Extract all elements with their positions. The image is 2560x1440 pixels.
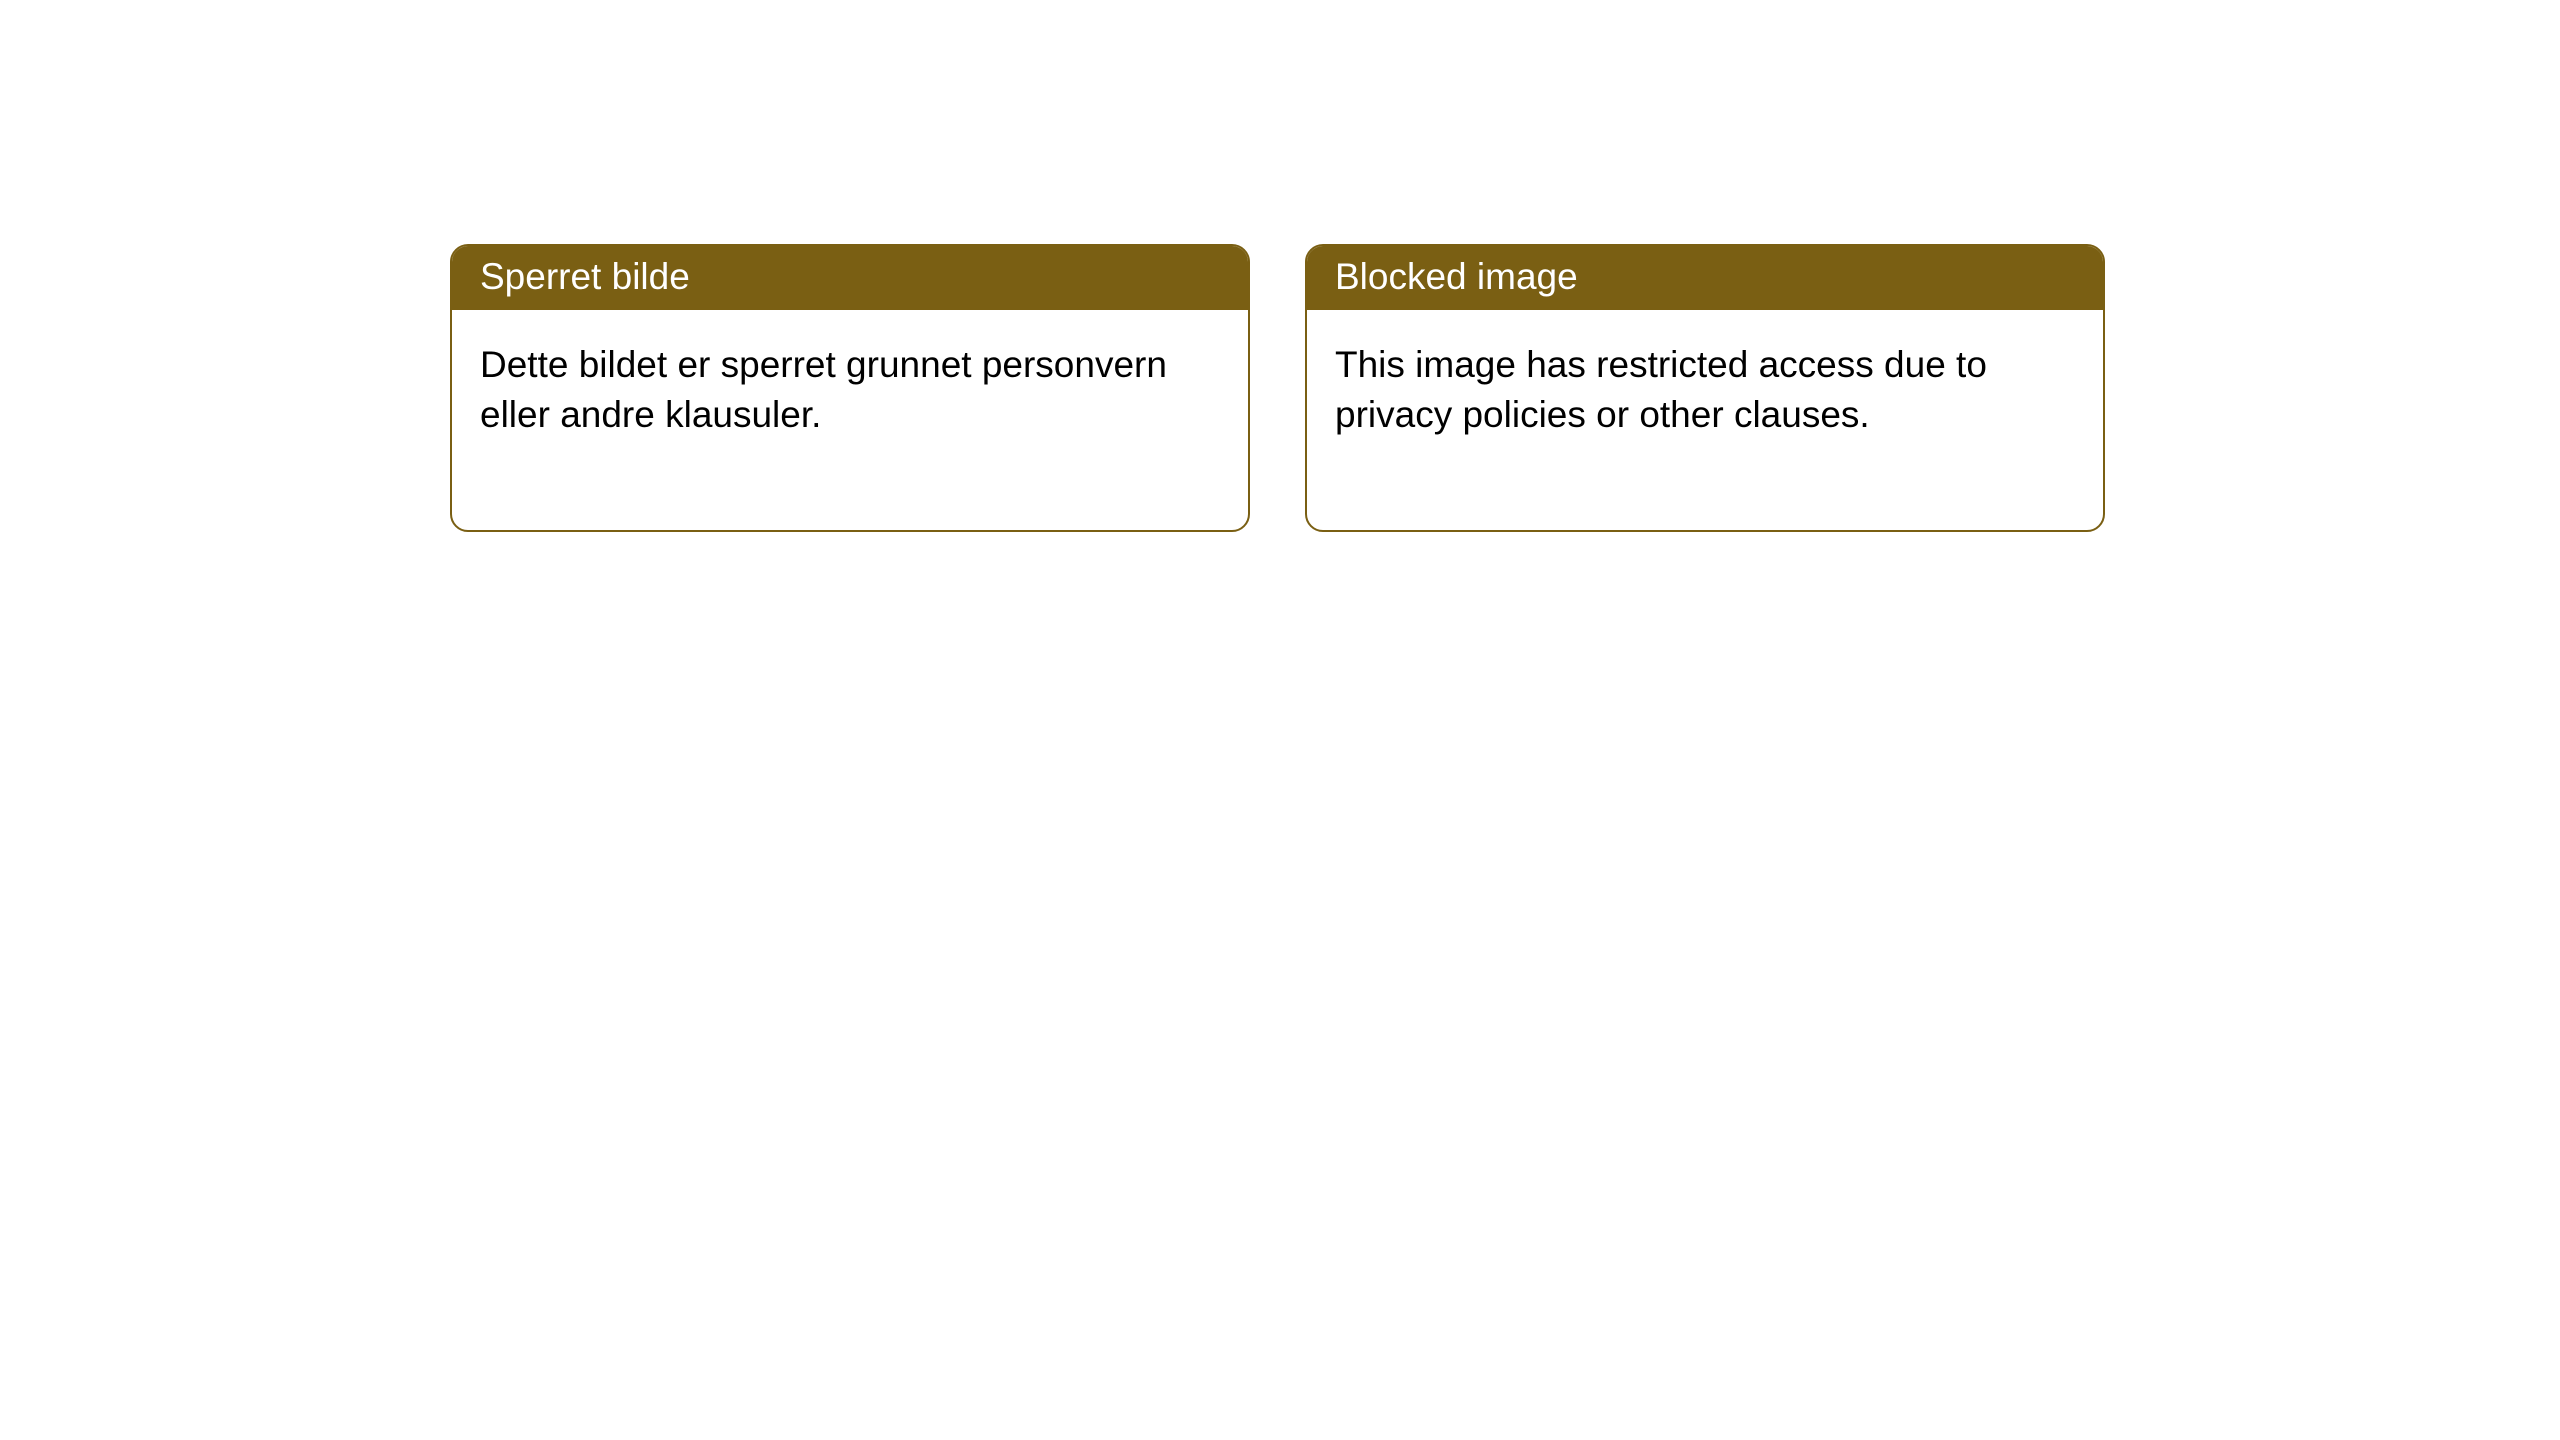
notice-container: Sperret bilde Dette bildet er sperret gr… (0, 0, 2560, 532)
notice-body-english: This image has restricted access due to … (1307, 310, 2103, 530)
notice-header-norwegian: Sperret bilde (452, 246, 1248, 310)
notice-body-norwegian: Dette bildet er sperret grunnet personve… (452, 310, 1248, 530)
notice-card-norwegian: Sperret bilde Dette bildet er sperret gr… (450, 244, 1250, 532)
notice-card-english: Blocked image This image has restricted … (1305, 244, 2105, 532)
notice-header-english: Blocked image (1307, 246, 2103, 310)
